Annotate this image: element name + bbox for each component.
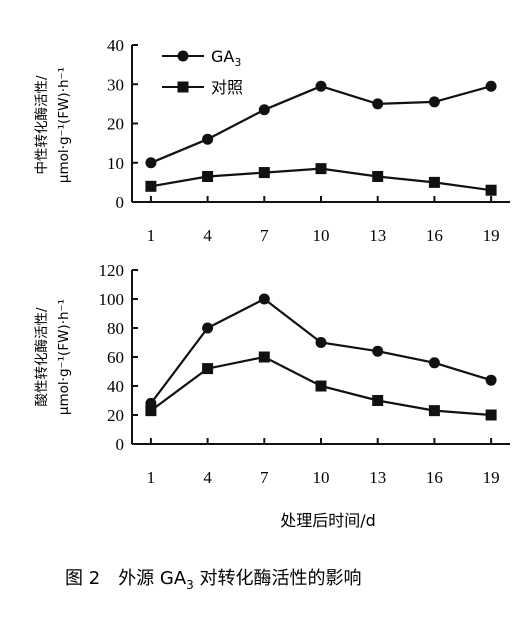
legend-item-ga3: GA3 [162, 47, 241, 69]
bottom-point-ga3 [428, 357, 440, 369]
top-x-tick-label: 13 [369, 226, 386, 245]
top-point-control [202, 170, 214, 182]
bottom-x-tick-label: 1 [147, 468, 156, 487]
bottom-ylabel-line1: 酸性转化酶活性/ [34, 307, 50, 406]
bottom-y-tick-label: 0 [116, 435, 125, 454]
bottom-y-tick-label: 20 [107, 406, 124, 425]
bottom-y-tick-label: 100 [99, 290, 125, 309]
bottom-point-ga3 [485, 374, 497, 386]
bottom-x-tick-label: 4 [203, 468, 212, 487]
top-ylabel-line1: 中性转化酶活性/ [34, 75, 50, 174]
top-y-tick-label: 0 [116, 193, 125, 212]
bottom-xlabel: 处理后时间/d [280, 511, 376, 530]
caption-sub: 3 [186, 578, 194, 592]
bottom-x-tick-label: 10 [313, 468, 330, 487]
top-series [145, 80, 497, 196]
legend-item-control: 对照 [162, 78, 243, 97]
top-point-control [485, 184, 497, 196]
bottom-point-control [428, 405, 440, 417]
legend-label-control: 对照 [211, 78, 243, 97]
top-point-control [428, 176, 440, 188]
chart-top: 0 10 20 30 40 1 4 7 10 13 16 19 中性转化酶活性/ μmol·g⁻¹(… [34, 36, 510, 245]
top-point-ga3 [485, 80, 497, 92]
bottom-point-control [315, 380, 327, 392]
bottom-y-tick-label: 120 [99, 261, 125, 280]
top-point-control [145, 180, 157, 192]
figure-caption: 图 2 外源 GA3 对转化酶活性的影响 [65, 568, 362, 592]
top-point-control [315, 163, 327, 175]
top-point-ga3 [145, 157, 157, 169]
top-x-tick-label: 10 [313, 226, 330, 245]
top-x-tick-label: 4 [203, 226, 212, 245]
top-point-ga3 [315, 80, 327, 92]
bottom-point-ga3 [258, 293, 270, 305]
bottom-series [145, 293, 497, 421]
bottom-x-tick-label: 16 [426, 468, 443, 487]
bottom-y-tick-label: 60 [107, 348, 124, 367]
top-point-ga3 [372, 98, 384, 110]
top-point-ga3 [202, 133, 214, 145]
bottom-point-control [145, 405, 157, 417]
bottom-point-ga3 [372, 345, 384, 357]
bottom-x-tick-label: 19 [483, 468, 500, 487]
top-y-tick-label: 40 [107, 36, 124, 55]
caption-prefix: 图 2 [65, 568, 100, 589]
top-ylabel-line2: μmol·g⁻¹(FW)·h⁻¹ [56, 67, 72, 183]
top-series-line-ga3 [150, 85, 492, 164]
bottom-point-ga3 [315, 337, 327, 348]
legend-marker-square [177, 81, 189, 93]
top-x-tick-label: 16 [426, 226, 443, 245]
top-x-ticks: 1 4 7 10 13 16 19 [147, 196, 500, 245]
top-point-ga3 [428, 96, 440, 108]
top-point-control [372, 170, 384, 182]
bottom-x-tick-label: 13 [369, 468, 386, 487]
top-point-control [258, 167, 270, 179]
bottom-x-ticks: 1 4 7 10 13 16 19 [147, 438, 500, 487]
caption-after: 对转化酶活性的影响 [194, 568, 362, 589]
bottom-point-control [202, 363, 214, 375]
bottom-point-control [485, 409, 497, 421]
bottom-point-ga3 [202, 322, 214, 334]
top-point-ga3 [258, 104, 270, 116]
top-x-tick-label: 7 [260, 226, 269, 245]
top-x-tick-label: 1 [147, 226, 156, 245]
top-y-tick-label: 10 [107, 154, 124, 173]
legend-marker-circle [177, 50, 189, 62]
legend-label-ga3: GA3 [211, 47, 241, 69]
chart-bottom: 0 20 40 60 80 100 120 1 4 7 10 13 16 19 酸性转化酶活性/ μmo… [34, 261, 510, 530]
bottom-point-control [372, 395, 384, 406]
bottom-point-control [258, 351, 270, 363]
bottom-x-tick-label: 7 [260, 468, 269, 487]
bottom-y-tick-label: 40 [107, 377, 124, 396]
top-y-tick-label: 20 [107, 115, 124, 134]
top-x-tick-label: 19 [483, 226, 500, 245]
bottom-y-tick-label: 80 [107, 319, 124, 338]
top-y-tick-label: 30 [107, 75, 124, 94]
caption-before: 外源 GA [118, 568, 187, 589]
bottom-ylabel-line2: μmol·g⁻¹(FW)·h⁻¹ [56, 299, 72, 415]
top-y-ticks: 0 10 20 30 40 [107, 36, 138, 212]
bottom-y-ticks: 0 20 40 60 80 100 120 [99, 261, 138, 454]
legend: GA3 对照 [162, 47, 243, 97]
